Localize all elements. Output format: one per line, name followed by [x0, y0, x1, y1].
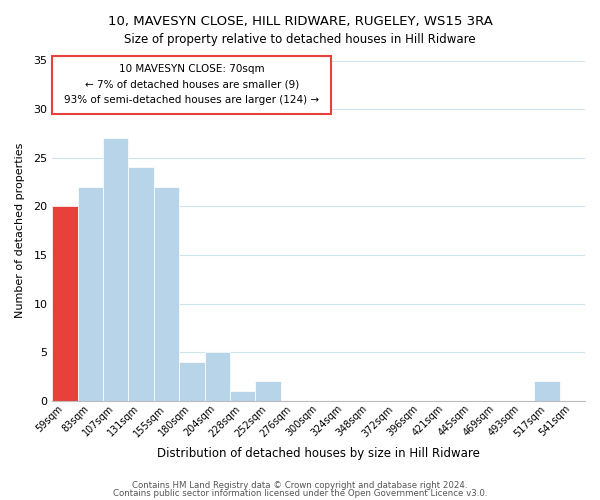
Bar — [205, 352, 230, 401]
Text: Size of property relative to detached houses in Hill Ridware: Size of property relative to detached ho… — [124, 32, 476, 46]
Text: 10, MAVESYN CLOSE, HILL RIDWARE, RUGELEY, WS15 3RA: 10, MAVESYN CLOSE, HILL RIDWARE, RUGELEY… — [107, 15, 493, 28]
Bar — [534, 382, 560, 401]
Bar — [255, 382, 281, 401]
Bar — [52, 206, 77, 401]
Text: 10 MAVESYN CLOSE: 70sqm
← 7% of detached houses are smaller (9)
93% of semi-deta: 10 MAVESYN CLOSE: 70sqm ← 7% of detached… — [64, 64, 319, 106]
Y-axis label: Number of detached properties: Number of detached properties — [15, 143, 25, 318]
Text: Contains HM Land Registry data © Crown copyright and database right 2024.: Contains HM Land Registry data © Crown c… — [132, 480, 468, 490]
Bar — [179, 362, 205, 401]
Bar — [128, 168, 154, 401]
Bar — [52, 56, 331, 114]
Bar — [77, 187, 103, 401]
X-axis label: Distribution of detached houses by size in Hill Ridware: Distribution of detached houses by size … — [157, 447, 480, 460]
Bar — [154, 187, 179, 401]
Bar — [103, 138, 128, 401]
Bar — [230, 391, 255, 401]
Text: Contains public sector information licensed under the Open Government Licence v3: Contains public sector information licen… — [113, 489, 487, 498]
